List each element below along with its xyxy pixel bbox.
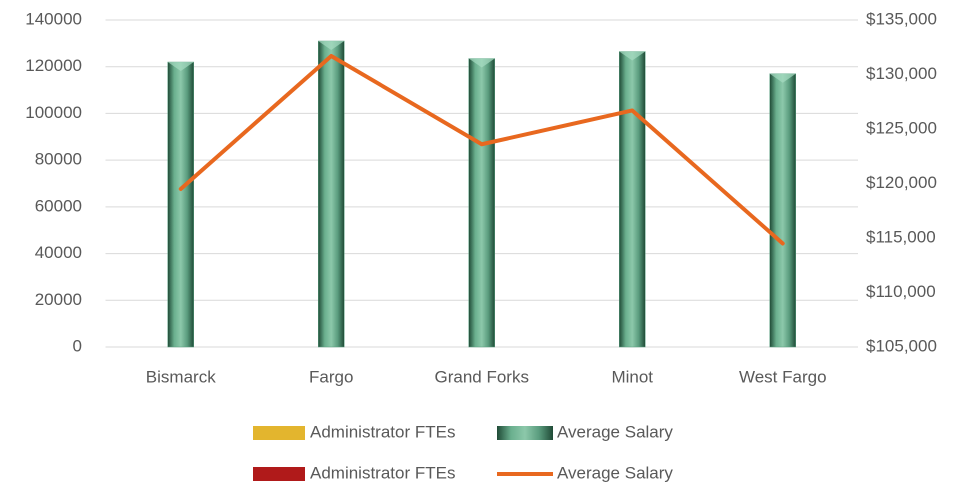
line <box>178 53 785 246</box>
y2-tick-label: $125,000 <box>866 118 937 137</box>
bar <box>167 61 194 348</box>
y2-tick-label: $120,000 <box>866 173 937 192</box>
x-tick-label: Grand Forks <box>435 367 529 386</box>
bar-bevel <box>769 73 796 83</box>
y2-tick-label: $130,000 <box>866 64 937 83</box>
y-tick-label: 20000 <box>35 290 82 309</box>
x-tick-label: West Fargo <box>739 367 827 386</box>
y2-tick-label: $115,000 <box>866 227 936 246</box>
legend-label: Average Salary <box>557 463 673 482</box>
legend-swatch <box>253 467 305 481</box>
y-tick-label: 0 <box>73 336 82 355</box>
y2-tick-label: $110,000 <box>866 282 936 301</box>
y-tick-label: 120000 <box>25 56 82 75</box>
x-tick-label: Minot <box>611 367 653 386</box>
bar-bevel <box>167 62 194 72</box>
bar-bevel <box>468 58 495 68</box>
legend-label: Administrator FTEs <box>310 422 455 441</box>
bar-bevel <box>318 41 345 51</box>
x-tick-label: Fargo <box>309 367 353 386</box>
bar <box>318 40 345 348</box>
bar <box>468 58 495 348</box>
y-tick-label: 60000 <box>35 196 82 215</box>
y2-tick-label: $105,000 <box>866 336 937 355</box>
bar <box>619 51 646 348</box>
y-tick-label: 100000 <box>25 103 82 122</box>
y-tick-label: 80000 <box>35 150 82 169</box>
bar <box>769 73 796 348</box>
y-tick-label: 40000 <box>35 243 82 262</box>
legend-swatch <box>253 426 305 440</box>
y-tick-label: 140000 <box>25 9 82 28</box>
bar-bevel <box>619 51 646 61</box>
legend-label: Administrator FTEs <box>310 463 455 482</box>
legend-label: Average Salary <box>557 422 673 441</box>
legend-swatch <box>497 426 553 440</box>
y2-tick-label: $135,000 <box>866 9 937 28</box>
x-tick-label: Bismarck <box>146 367 216 386</box>
